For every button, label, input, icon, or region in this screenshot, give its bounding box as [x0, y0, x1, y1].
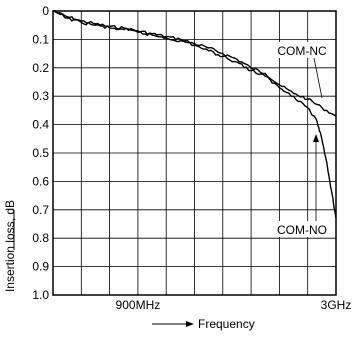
x-tick-label: 3GHz	[321, 298, 352, 312]
y-tick-label: 0.7	[32, 203, 49, 217]
series-line-com-no	[52, 10, 337, 219]
series-lines	[52, 10, 337, 219]
y-tick-labels: 0 0.1 0.2 0.3 0.4 0.5 0.6 0.7 0.8 0.9 1.0	[32, 4, 49, 302]
com-nc-label: COM-NC	[277, 44, 327, 58]
y-tick-label: 0.8	[32, 231, 49, 245]
x-axis-arrowhead	[186, 321, 194, 327]
y-tick-label: 0.3	[32, 89, 49, 103]
y-tick-label: 0.1	[32, 32, 49, 46]
com-nc-leader	[313, 57, 323, 99]
grid	[53, 11, 336, 295]
com-nc-annotation: COM-NC	[270, 42, 334, 99]
y-tick-label: 0.5	[32, 146, 49, 160]
y-tick-label: 0.2	[32, 61, 49, 75]
y-tick-label: 1.0	[32, 288, 49, 302]
x-tick-label: 900MHz	[116, 298, 161, 312]
y-tick-label: 0.9	[32, 260, 49, 274]
com-no-label: COM-NO	[277, 223, 327, 237]
com-no-arrowhead	[313, 134, 319, 142]
y-axis-label: Insertion loss, dB	[3, 200, 17, 292]
y-tick-label: 0	[42, 4, 49, 18]
y-tick-label: 0.6	[32, 174, 49, 188]
y-axis-title: Insertion loss, dB	[3, 200, 17, 292]
x-axis-title: Frequency	[152, 317, 255, 331]
plot-frame	[52, 10, 337, 296]
x-tick-labels: 900MHz 3GHz	[116, 298, 352, 312]
y-tick-label: 0.4	[32, 118, 49, 132]
x-axis-label: Frequency	[198, 317, 255, 331]
com-no-annotation: COM-NO	[270, 134, 334, 237]
